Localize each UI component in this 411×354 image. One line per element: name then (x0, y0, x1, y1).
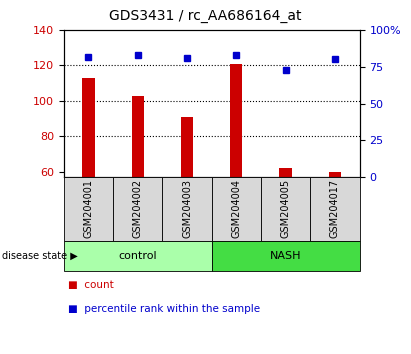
Bar (329, 172, 341, 177)
Text: NASH: NASH (270, 251, 301, 261)
Text: ■  count: ■ count (68, 280, 113, 290)
Bar (279, 168, 292, 177)
Text: control: control (118, 251, 157, 261)
Text: GSM204001: GSM204001 (83, 179, 93, 238)
Text: GSM204002: GSM204002 (133, 179, 143, 239)
Bar (230, 64, 242, 177)
Text: GSM204003: GSM204003 (182, 179, 192, 238)
Text: GDS3431 / rc_AA686164_at: GDS3431 / rc_AA686164_at (109, 9, 302, 23)
Bar (82, 78, 95, 177)
Bar (181, 117, 193, 177)
Text: GSM204004: GSM204004 (231, 179, 241, 238)
Text: GSM204017: GSM204017 (330, 179, 340, 239)
Bar (132, 96, 144, 177)
Text: disease state ▶: disease state ▶ (2, 251, 78, 261)
Text: ■  percentile rank within the sample: ■ percentile rank within the sample (68, 304, 260, 314)
Text: GSM204005: GSM204005 (281, 179, 291, 239)
